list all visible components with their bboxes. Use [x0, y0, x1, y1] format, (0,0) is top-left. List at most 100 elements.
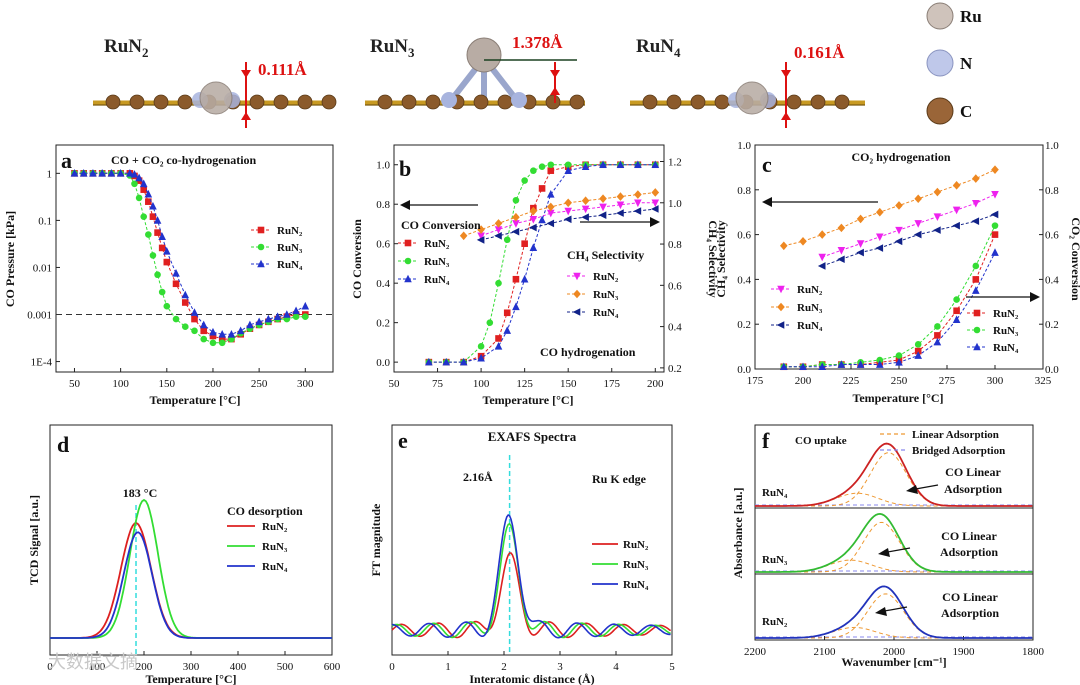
trace-label: RuN₂	[762, 616, 788, 628]
x-tick-label: 125	[516, 378, 533, 390]
atom-legend-swatch	[926, 2, 954, 30]
data-point	[634, 190, 642, 199]
data-point	[209, 327, 217, 336]
data-point	[145, 231, 152, 238]
legend-label: RuN₃	[623, 559, 649, 571]
legend-label: Linear Adsorption	[912, 429, 999, 441]
series-line	[50, 498, 332, 639]
legend-label: RuN₃	[993, 325, 1019, 337]
series-line	[755, 512, 1033, 573]
data-point	[952, 221, 960, 230]
y-tick-label: 1.0	[737, 140, 751, 152]
panel-letter: d	[57, 432, 69, 457]
x-tick-label: 200	[795, 375, 812, 387]
linear-adsorption-fit	[755, 452, 1033, 507]
data-point	[914, 347, 922, 355]
carbon-atom	[666, 94, 682, 110]
data-point	[599, 194, 607, 203]
series-line	[391, 522, 671, 639]
data-point	[651, 199, 660, 208]
y2-tick-label: 1.0	[1045, 140, 1059, 152]
data-point	[163, 302, 171, 310]
data-point	[477, 232, 485, 241]
data-point	[972, 174, 980, 183]
carbon-atom	[714, 94, 730, 110]
structure-label: RuN2	[104, 36, 149, 60]
data-point	[538, 215, 546, 224]
data-point	[70, 169, 79, 177]
data-point	[459, 357, 468, 366]
data-point	[895, 226, 903, 235]
data-point	[971, 217, 980, 225]
legend-label: RuN₂	[623, 539, 649, 551]
x-tick-label: 275	[939, 375, 956, 387]
data-point	[191, 315, 198, 323]
peak-annotation: 2.16Å	[463, 470, 493, 484]
data-point	[972, 276, 980, 283]
panel-f: 2200 2100 2000 1900 1800 RuN₄ CO Linear Adsorpt…	[731, 424, 1045, 669]
legend-marker	[404, 239, 412, 247]
data-point	[651, 160, 660, 169]
data-point	[538, 185, 546, 192]
peak-annotation: CO Linear	[945, 465, 1001, 479]
x-tick-label: 200	[136, 661, 153, 673]
x-tick-label: 3	[557, 661, 563, 673]
data-point	[511, 227, 520, 236]
data-point	[895, 201, 903, 210]
data-point	[991, 222, 999, 229]
x-axis-label: Temperature [°C]	[482, 393, 573, 407]
data-point	[459, 231, 468, 241]
data-point	[581, 196, 590, 206]
legend-label: RuN₄	[797, 320, 823, 332]
legend-marker	[257, 259, 265, 268]
x-tick-label: 2200	[744, 646, 767, 658]
structure-label-sub: 4	[674, 45, 681, 60]
x-tick-label: 1900	[953, 646, 976, 658]
distance-arrowhead	[241, 112, 251, 120]
series-line	[822, 213, 996, 267]
data-point	[547, 161, 555, 169]
data-point	[856, 214, 865, 224]
data-point	[991, 248, 999, 256]
data-point	[209, 339, 217, 347]
data-point	[503, 236, 511, 244]
y-tick-label: 0.8	[376, 199, 390, 211]
data-point	[914, 220, 922, 228]
y-tick-label: 1.0	[376, 160, 390, 172]
data-point	[818, 362, 826, 371]
x-tick-label: 250	[891, 375, 908, 387]
y2-tick-label: 1.0	[668, 198, 682, 210]
legend-label: RuN₂	[262, 521, 288, 533]
x-axis-label: Temperature [°C]	[145, 672, 236, 685]
legend-label: RuN₂	[277, 225, 303, 237]
data-point	[934, 332, 941, 339]
y-tick-label: 0.01	[33, 262, 52, 274]
data-point	[200, 327, 208, 335]
data-point	[181, 290, 190, 299]
x-tick-label: 300	[297, 378, 314, 390]
data-point	[895, 357, 903, 366]
legend-label: RuN₂	[424, 238, 450, 250]
data-point	[144, 189, 153, 198]
data-point	[158, 244, 166, 252]
data-point	[538, 163, 546, 171]
data-point	[140, 186, 148, 193]
data-point	[218, 339, 226, 347]
data-point	[520, 274, 529, 283]
annotation-conversion: CO Conversion	[401, 218, 481, 232]
data-point	[200, 335, 208, 343]
data-point	[149, 201, 157, 210]
legend-label: RuN₃	[262, 541, 288, 553]
data-point	[227, 329, 236, 338]
trace-label: RuN₃	[762, 554, 788, 566]
data-point	[154, 271, 161, 279]
annotation-selectivity: CH₄ Selectivity	[567, 248, 644, 262]
carbon-atom	[786, 94, 802, 110]
panel-letter: e	[398, 428, 408, 453]
x-axis-label: Wavenumber [cm⁻¹]	[841, 655, 946, 669]
legend-label: RuN₃	[277, 242, 303, 254]
legend-label: RuN₃	[797, 302, 823, 314]
data-point	[486, 319, 494, 326]
data-point	[616, 209, 624, 217]
x-tick-label: 100	[112, 378, 129, 390]
